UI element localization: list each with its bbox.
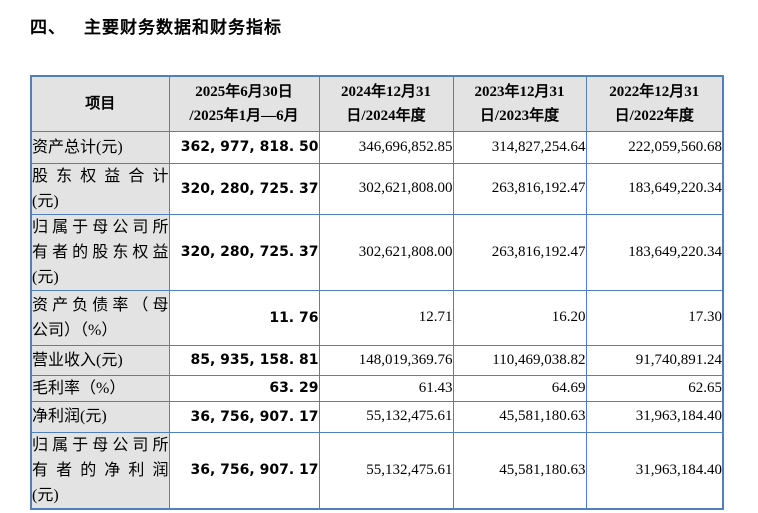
row-label-line: 毛利率（%） (32, 379, 126, 397)
value-cell: 31,963,184.40 (585, 400, 724, 433)
value-cell: 64.69 (452, 374, 587, 402)
value-cell: 302,621,808.00 (318, 213, 454, 291)
row-label: 毛利率（%） (30, 374, 170, 402)
value-cell: 16.20 (452, 289, 587, 346)
header-cell-period-2025: 2025年6月30日 /2025年1月—6月 (168, 75, 320, 132)
value-cell: 346,696,852.85 (318, 130, 454, 164)
row-label-line: 资产总计(元) (32, 138, 123, 156)
header-line: 日/2024年度 (346, 107, 426, 124)
header-line: 2023年12月31 (474, 83, 565, 100)
row-label-line: 净利润(元) (32, 408, 107, 425)
value-cell: 148,019,369.76 (318, 344, 454, 376)
financial-data-table: 项目 2025年6月30日 /2025年1月—6月 2024年12月31 日/2… (30, 75, 724, 510)
header-cell-period-2024: 2024年12月31 日/2024年度 (318, 75, 454, 132)
value-cell: 302,621,808.00 (318, 162, 454, 215)
table-row-total-assets: 资产总计(元) 362, 977, 818. 50 346,696,852.85… (30, 130, 724, 164)
header-line: 2025年6月30日 (195, 83, 293, 100)
row-label-line: 有者的股东权益 (32, 243, 169, 261)
header-line: 日/2022年度 (614, 107, 694, 124)
value-cell: 362, 977, 818. 50 (168, 130, 320, 164)
row-label-line: 公司）（%） (32, 321, 118, 339)
value-cell: 183,649,220.34 (585, 162, 724, 215)
value-cell: 91,740,891.24 (585, 344, 724, 376)
value-cell: 263,816,192.47 (452, 162, 587, 215)
row-label: 归属于母公司所 有者的股东权益 (元) (30, 213, 170, 291)
header-line: 2022年12月31 (609, 83, 700, 100)
row-label-line: 归属于母公司所 (32, 218, 169, 236)
value-cell: 31,963,184.40 (585, 431, 724, 509)
value-cell: 63. 29 (168, 374, 320, 402)
value-cell: 36, 756, 907. 17 (168, 431, 320, 509)
table-row-total-equity: 股东权益合计 (元) 320, 280, 725. 37 302,621,808… (30, 162, 724, 215)
value-cell: 222,059,560.68 (585, 130, 724, 164)
row-label-line: 有者的净利润 (32, 461, 169, 479)
value-cell: 314,827,254.64 (452, 130, 587, 164)
header-line: /2025年1月—6月 (189, 107, 299, 124)
row-label-line: (元) (32, 486, 59, 504)
value-cell: 12.71 (318, 289, 454, 346)
value-cell: 263,816,192.47 (452, 213, 587, 291)
row-label: 营业收入(元) (30, 344, 170, 376)
value-cell: 320, 280, 725. 37 (168, 213, 320, 291)
table-header-row: 项目 2025年6月30日 /2025年1月—6月 2024年12月31 日/2… (30, 75, 724, 132)
header-cell-period-2022: 2022年12月31 日/2022年度 (585, 75, 724, 132)
value-cell: 17.30 (585, 289, 724, 346)
table-row-parent-net-profit: 归属于母公司所 有者的净利润 (元) 36, 756, 907. 17 55,1… (30, 431, 724, 509)
header-line: 2024年12月31 (340, 83, 431, 100)
value-cell: 62.65 (585, 374, 724, 402)
section-number: 四、 (30, 18, 66, 37)
row-label: 资产总计(元) (30, 130, 170, 164)
value-cell: 55,132,475.61 (318, 431, 454, 509)
table-row-parent-equity: 归属于母公司所 有者的股东权益 (元) 320, 280, 725. 37 30… (30, 213, 724, 291)
row-label-line: (元) (32, 268, 59, 286)
row-label: 资产负债率（母 公司）（%） (30, 289, 170, 346)
section-title-text: 主要财务数据和财务指标 (84, 18, 282, 37)
row-label-line: 资产负债率（母 (32, 296, 169, 314)
value-cell: 45,581,180.63 (452, 400, 587, 433)
value-cell: 61.43 (318, 374, 454, 402)
row-label: 归属于母公司所 有者的净利润 (元) (30, 431, 170, 509)
row-label: 净利润(元) (30, 400, 170, 433)
header-cell-item: 项目 (30, 75, 170, 132)
value-cell: 11. 76 (168, 289, 320, 346)
row-label-line: (元) (32, 192, 59, 210)
value-cell: 45,581,180.63 (452, 431, 587, 509)
value-cell: 36, 756, 907. 17 (168, 400, 320, 433)
table-row-revenue: 营业收入(元) 85, 935, 158. 81 148,019,369.76 … (30, 344, 724, 376)
table-row-net-profit: 净利润(元) 36, 756, 907. 17 55,132,475.61 45… (30, 400, 724, 433)
table-row-debt-ratio: 资产负债率（母 公司）（%） 11. 76 12.71 16.20 17.30 (30, 289, 724, 346)
value-cell: 85, 935, 158. 81 (168, 344, 320, 376)
value-cell: 55,132,475.61 (318, 400, 454, 433)
row-label-line: 营业收入(元) (32, 351, 123, 369)
section-title: 四、 主要财务数据和财务指标 (30, 13, 282, 38)
value-cell: 110,469,038.82 (452, 344, 587, 376)
table-row-gross-margin: 毛利率（%） 63. 29 61.43 64.69 62.65 (30, 374, 724, 402)
header-item-label: 项目 (85, 95, 116, 112)
row-label-line: 归属于母公司所 (32, 436, 169, 454)
row-label: 股东权益合计 (元) (30, 162, 170, 215)
header-line: 日/2023年度 (479, 107, 560, 124)
header-cell-period-2023: 2023年12月31 日/2023年度 (452, 75, 587, 132)
value-cell: 320, 280, 725. 37 (168, 162, 320, 215)
row-label-line: 股东权益合计 (32, 167, 169, 185)
value-cell: 183,649,220.34 (585, 213, 724, 291)
